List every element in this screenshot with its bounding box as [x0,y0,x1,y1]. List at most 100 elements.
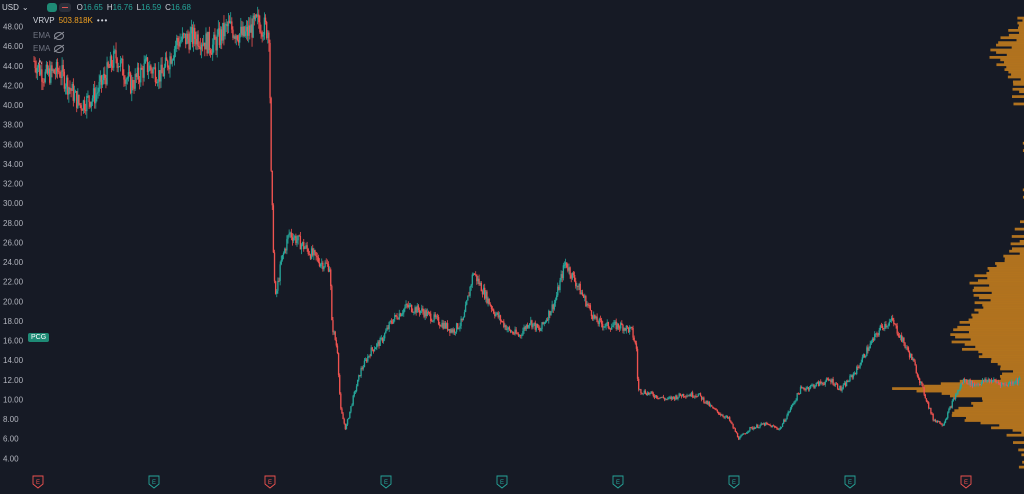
volume-profile-bar [1012,80,1024,84]
candle-body [901,335,903,342]
candle-body [274,281,277,294]
ohlc-value: 16.68 [170,2,191,12]
earnings-marker[interactable] [148,475,160,489]
candle-body [847,380,849,382]
volume-profile-bar [1000,58,1024,62]
candle-body [676,395,678,399]
candle-body [451,329,453,333]
candle-body [824,381,826,385]
candle-body [736,433,739,438]
candle-body [326,263,329,265]
candle-body [499,315,502,321]
earnings-marker[interactable] [380,475,392,489]
candle-body [231,21,233,30]
candle-body [253,15,255,20]
candle-body [491,308,494,310]
volume-profile-bar [1019,90,1024,94]
candle-body [539,328,541,331]
volume-profile-bar [1003,254,1024,258]
candle-body [599,318,602,320]
more-icon[interactable]: ••• [96,16,109,25]
candle-body [59,72,61,77]
candle-body [453,329,456,333]
candle-body [613,322,615,326]
volume-profile-bar [996,63,1024,67]
candle-body [286,239,288,251]
candle-body [409,304,412,306]
candle-body [318,262,321,267]
volume-profile-bar [1008,70,1024,74]
candle-body [537,327,540,329]
candle-body [650,391,652,393]
vrvp-value: 503.818K [58,16,93,25]
earnings-marker[interactable] [612,475,624,489]
candle-body [288,233,290,236]
candle-body [176,38,178,46]
candle-body [188,38,190,50]
candle-body [957,389,959,395]
candle-body [735,431,738,434]
candle-body [794,401,796,404]
candle-body [423,311,425,317]
earnings-marker[interactable] [264,475,276,489]
candle-body [977,383,979,385]
candle-body [396,316,398,319]
candle-body [666,398,668,400]
candle-body [104,73,106,79]
earnings-marker[interactable] [32,475,44,489]
candle-body [987,379,989,381]
candle-body [702,397,704,400]
candle-body [624,328,626,331]
ema-legend-1[interactable]: EMA [33,31,65,40]
alert-icon[interactable] [58,2,71,12]
candle-body [126,78,128,80]
volume-profile-bar [1000,367,1024,371]
candle-body [171,59,173,64]
candle-body [123,75,125,80]
candle-body [868,348,870,351]
candle-body [382,338,385,342]
volume-profile-bar [969,281,1024,285]
volume-profile-bar [972,316,1024,319]
candle-body [582,295,585,298]
candle-body [729,417,731,421]
market-status-icon[interactable] [46,2,57,12]
candle-body [889,320,892,322]
candle-body [510,331,513,333]
currency-selector[interactable]: USD ⌄ [2,3,29,12]
candle-body [475,274,477,276]
candle-body [602,324,604,328]
candle-body [914,361,916,366]
volume-profile-bar [1011,235,1024,238]
volume-profile-bar [1008,33,1024,37]
candle-body [53,69,55,74]
ema-legend-2[interactable]: EMA [33,44,65,53]
eye-off-icon[interactable] [54,31,65,40]
candle-body [718,413,721,415]
volume-profile-bar [996,264,1024,268]
candle-body [777,428,779,430]
candle-body [866,347,868,356]
candle-body [390,321,393,323]
candle-body [167,60,169,68]
candle-body [967,383,969,385]
candle-body [496,312,498,314]
earnings-marker[interactable] [496,475,508,489]
candle-body [136,67,139,77]
candle-body [820,381,822,384]
candle-body [60,76,62,78]
earnings-marker[interactable] [728,475,740,489]
collapse-legend-icon[interactable]: ˄ [37,58,43,67]
candle-body [206,33,208,54]
candle-body [522,330,524,336]
vrvp-legend[interactable]: VRVP 503.818K ••• [33,16,108,25]
earnings-marker[interactable] [844,475,856,489]
eye-off-icon[interactable] [54,44,65,53]
candle-body [909,353,912,358]
candle-body [292,237,295,241]
candle-body [659,397,661,399]
candle-body [607,322,610,328]
earnings-marker[interactable] [960,475,972,489]
candle-body [752,427,754,430]
